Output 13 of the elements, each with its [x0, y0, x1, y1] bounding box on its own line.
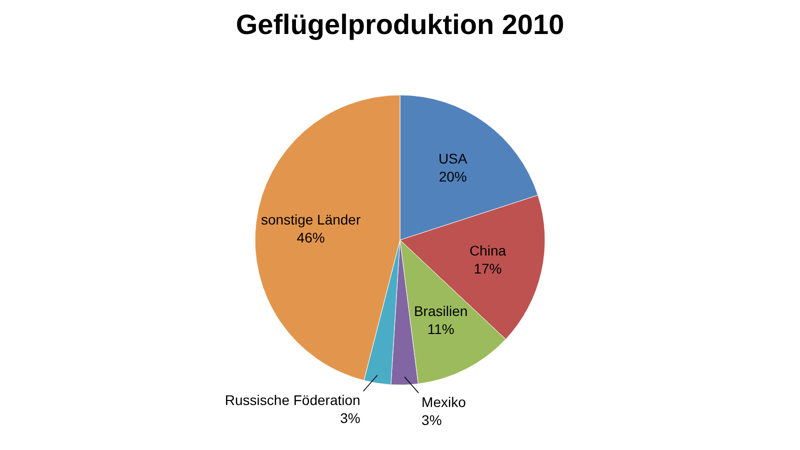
data-label: 3%: [422, 412, 442, 428]
data-label: 11%: [427, 321, 454, 338]
slice-label: Russische Föderation: [224, 392, 360, 408]
slice-label: USA: [438, 150, 468, 166]
slice-label: sonstige Länder: [260, 212, 361, 228]
data-label: 46%: [296, 230, 325, 246]
slice-label: China: [469, 242, 506, 259]
data-label: 20%: [438, 168, 467, 184]
slice-label: Brasilien: [414, 303, 468, 320]
slice-label: Mexiko: [422, 394, 466, 410]
chart-title: Geflügelproduktion 2010: [236, 9, 564, 40]
data-label: 17%: [474, 260, 502, 277]
data-label: 3%: [340, 410, 360, 426]
